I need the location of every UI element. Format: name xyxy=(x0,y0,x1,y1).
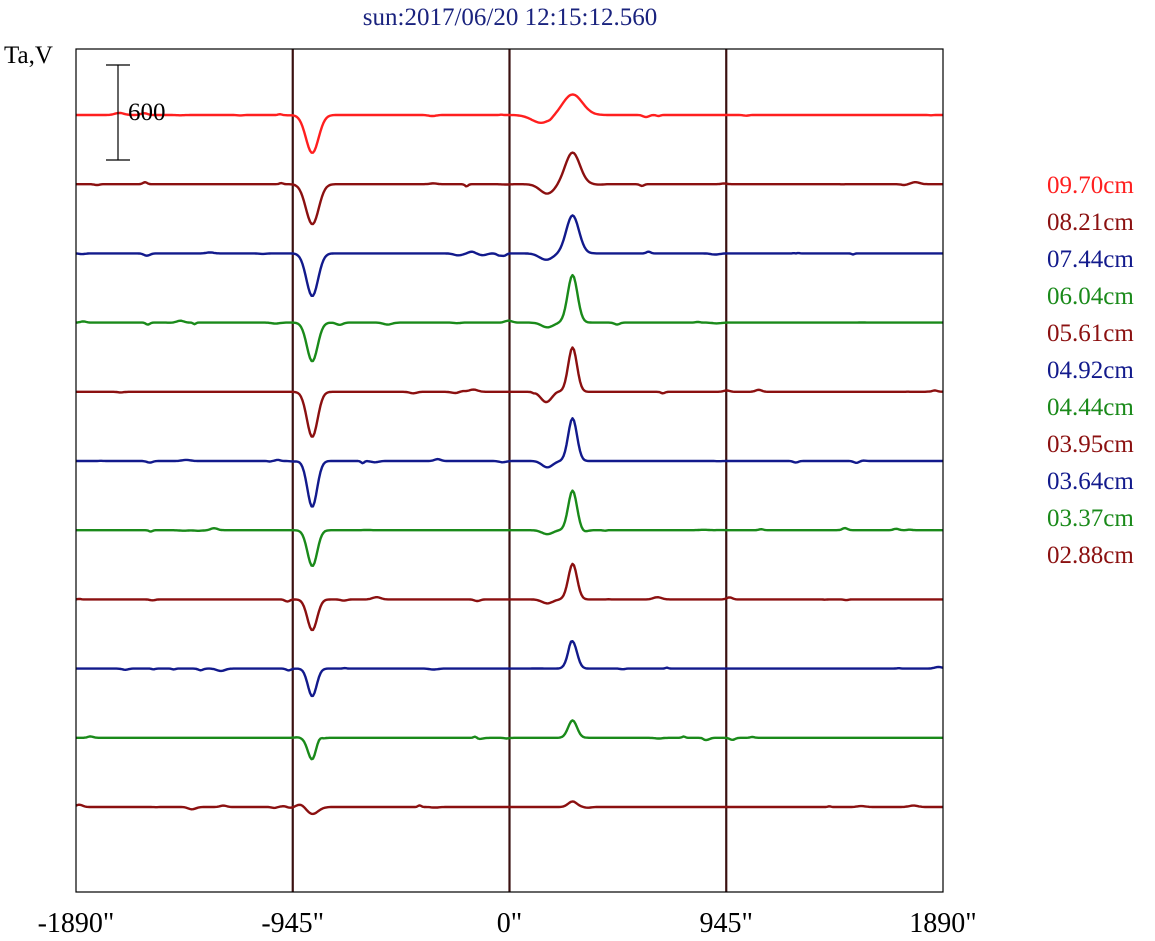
scale-bar-label: 600 xyxy=(128,99,166,126)
trace-07.44cm xyxy=(75,214,943,297)
legend-entry: 02.88cm xyxy=(1047,542,1134,569)
x-tick-label: 1890" xyxy=(909,908,976,939)
legend: 09.70cm 08.21cm 07.44cm 06.04cm 05.61cm 04.92… xyxy=(1047,170,1134,577)
trace-02.88cm xyxy=(75,800,943,816)
trace-06.04cm xyxy=(75,273,943,363)
legend-entry: 03.64cm xyxy=(1047,468,1134,495)
chart-title: sun:2017/06/20 12:15:12.560 xyxy=(362,4,658,31)
trace-04.44cm xyxy=(76,489,943,567)
legend-entry: 03.37cm xyxy=(1047,505,1134,532)
plot-frame xyxy=(75,48,944,893)
trace-03.37cm xyxy=(76,719,943,761)
trace-04.92cm xyxy=(76,417,943,508)
y-axis-label: Ta,V xyxy=(4,42,53,69)
vertical-marker-lines xyxy=(291,49,728,892)
legend-entry: 09.70cm xyxy=(1047,172,1134,199)
legend-entry: 05.61cm xyxy=(1047,320,1134,347)
legend-entry: 04.92cm xyxy=(1047,357,1134,384)
spectral-traces xyxy=(75,93,944,816)
trace-08.21cm xyxy=(76,151,943,226)
legend-entry: 04.44cm xyxy=(1047,394,1134,421)
x-tick-labels: -1890" -945" 0" 945" 1890" xyxy=(38,908,977,939)
trace-03.95cm xyxy=(75,562,943,632)
x-tick-label: -945" xyxy=(261,908,324,939)
legend-entry: 08.21cm xyxy=(1047,209,1134,236)
legend-entry: 06.04cm xyxy=(1047,283,1134,310)
trace-09.70cm xyxy=(76,93,943,154)
trace-05.61cm xyxy=(76,346,943,438)
trace-03.64cm xyxy=(76,640,944,698)
scale-bar: 600 xyxy=(106,64,166,161)
x-tick-label: 0" xyxy=(497,908,522,939)
legend-entry: 03.95cm xyxy=(1047,431,1134,458)
x-tick-label: -1890" xyxy=(38,908,115,939)
legend-entry: 07.44cm xyxy=(1047,246,1134,273)
x-tick-label: 945" xyxy=(700,908,753,939)
